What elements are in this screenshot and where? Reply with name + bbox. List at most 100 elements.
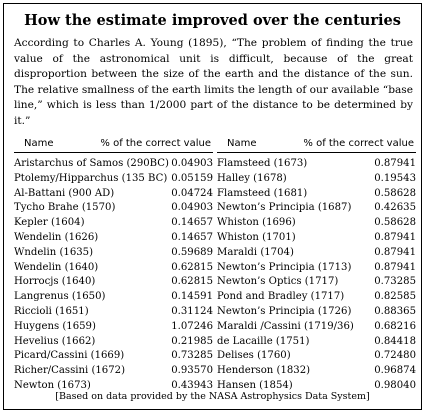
table-row: Newton’s Principia (1726) 0.88365 [217, 305, 416, 320]
row-name: Aristarchus of Samos (290BC) [14, 158, 169, 169]
row-value: 0.68216 [374, 320, 416, 332]
table-header: Name % of the correct value [14, 137, 213, 153]
table-column-left: Name % of the correct value Aristarchus … [14, 137, 213, 394]
table-row: Newton (1673) 0.43943 [14, 379, 213, 394]
table-rows: Flamsteed (1673) 0.87941 Halley (1678) 0.19… [217, 157, 416, 394]
row-value: 0.42635 [374, 202, 416, 214]
row-name: Newton’s Optics (1717) [217, 276, 339, 288]
row-name: Picard/Cassini (1669) [14, 350, 125, 362]
table-row: Al-Battani (900 AD) 0.04724 [14, 187, 213, 202]
row-value: 0.43943 [171, 379, 213, 391]
row-value: 0.31124 [171, 305, 213, 317]
row-value: 0.58628 [374, 187, 416, 199]
table-row: Newton’s Optics (1717) 0.73285 [217, 275, 416, 290]
row-value: 1.07246 [171, 320, 213, 332]
table-row: Flamsteed (1673) 0.87941 [217, 157, 416, 172]
row-value: 0.59689 [171, 246, 213, 258]
table-row: Picard/Cassini (1669) 0.73285 [14, 349, 213, 364]
row-value: 0.73285 [171, 350, 213, 362]
table-row: Hansen (1854) 0.98040 [217, 379, 416, 394]
row-name: Wendelin (1626) [14, 231, 99, 243]
table-row: de Lacaille (1751) 0.84418 [217, 335, 416, 350]
table-row: Kepler (1604) 0.14657 [14, 216, 213, 231]
row-name: Tycho Brahe (1570) [14, 202, 116, 214]
row-name: Maraldi /Cassini (1719/36) [217, 320, 354, 332]
row-name: Langrenus (1650) [14, 291, 106, 303]
table-row: Wendelin (1640) 0.62815 [14, 261, 213, 276]
table-row: Newton’s Principia (1713) 0.87941 [217, 261, 416, 276]
row-value: 0.98040 [374, 379, 416, 391]
row-name: Hevelius (1662) [14, 335, 96, 347]
row-value: 0.14657 [171, 217, 213, 229]
row-name: Richer/Cassini (1672) [14, 365, 126, 377]
row-name: Newton (1673) [14, 379, 91, 391]
table-row: Ptolemy/Hipparchus (135 BC) 0.05159 [14, 172, 213, 187]
document-title: How the estimate improved over the centu… [24, 12, 401, 29]
row-name: Horrocjs (1640) [14, 276, 96, 288]
row-name: Kepler (1604) [14, 217, 85, 229]
column-header-name: Name [24, 138, 54, 149]
table-header: Name % of the correct value [217, 137, 416, 153]
row-value: 0.72480 [374, 350, 416, 362]
row-value: 0.87941 [374, 246, 416, 258]
row-name: Halley (1678) [217, 172, 287, 184]
row-name: Delises (1760) [217, 350, 291, 362]
row-name: Maraldi (1704) [217, 246, 294, 258]
row-name: Ptolemy/Hipparchus (135 BC) [14, 172, 168, 184]
document-panel: How the estimate improved over the centu… [3, 3, 422, 410]
row-value: 0.05159 [171, 172, 213, 184]
table-row: Flamsteed (1681) 0.58628 [217, 187, 416, 202]
row-value: 0.62815 [171, 276, 213, 288]
table-column-right: Name % of the correct value Flamsteed (1… [213, 137, 416, 394]
row-value: 0.93570 [171, 365, 213, 377]
estimates-table: Name % of the correct value Aristarchus … [14, 137, 416, 394]
row-value: 0.04903 [171, 202, 213, 214]
row-value: 0.14657 [171, 231, 213, 243]
row-name: Al-Battani (900 AD) [14, 187, 115, 199]
row-name: Newton’s Principia (1687) [217, 202, 352, 214]
table-row: Hevelius (1662) 0.21985 [14, 335, 213, 350]
column-header-value: % of the correct value [100, 138, 211, 149]
row-name: Newton’s Principia (1726) [217, 305, 352, 317]
table-row: Pond and Bradley (1717) 0.82585 [217, 290, 416, 305]
row-name: de Lacaille (1751) [217, 335, 310, 347]
row-name: Huygens (1659) [14, 320, 96, 332]
table-row: Huygens (1659) 1.07246 [14, 320, 213, 335]
table-row: Henderson (1832) 0.96874 [217, 364, 416, 379]
table-row: Whiston (1701) 0.87941 [217, 231, 416, 246]
row-value: 0.62815 [171, 261, 213, 273]
row-value: 0.04724 [171, 187, 213, 199]
row-name: Whiston (1701) [217, 231, 296, 243]
row-name: Wendelin (1640) [14, 261, 99, 273]
table-row: Tycho Brahe (1570) 0.04903 [14, 201, 213, 216]
row-name: Flamsteed (1681) [217, 187, 308, 199]
table-row: Maraldi /Cassini (1719/36) 0.68216 [217, 320, 416, 335]
table-row: Horrocjs (1640) 0.62815 [14, 275, 213, 290]
row-value: 0.14591 [171, 291, 213, 303]
row-name: Riccioli (1651) [14, 305, 89, 317]
table-row: Delises (1760) 0.72480 [217, 349, 416, 364]
row-name: Newton’s Principia (1713) [217, 261, 352, 273]
table-row: Wendelin (1626) 0.14657 [14, 231, 213, 246]
table-row: Whiston (1696) 0.58628 [217, 216, 416, 231]
row-value: 0.96874 [374, 365, 416, 377]
row-value: 0.19543 [374, 172, 416, 184]
row-value: 0.73285 [374, 276, 416, 288]
row-name: Pond and Bradley (1717) [217, 291, 345, 303]
table-row: Richer/Cassini (1672) 0.93570 [14, 364, 213, 379]
table-row: Aristarchus of Samos (290BC) 0.04903 [14, 157, 213, 172]
row-name: Wndelin (1635) [14, 246, 94, 258]
table-row: Maraldi (1704) 0.87941 [217, 246, 416, 261]
row-value: 0.87941 [374, 158, 416, 169]
intro-paragraph: According to Charles A. Young (1895), “T… [14, 37, 413, 127]
table-row: Langrenus (1650) 0.14591 [14, 290, 213, 305]
table-row: Riccioli (1651) 0.31124 [14, 305, 213, 320]
table-row: Halley (1678) 0.19543 [217, 172, 416, 187]
row-name: Flamsteed (1673) [217, 158, 308, 169]
row-value: 0.87941 [374, 231, 416, 243]
column-header-name: Name [227, 138, 257, 149]
row-value: 0.58628 [374, 217, 416, 229]
row-value: 0.04903 [171, 158, 213, 169]
table-row: Newton’s Principia (1687) 0.42635 [217, 201, 416, 216]
row-value: 0.88365 [374, 305, 416, 317]
